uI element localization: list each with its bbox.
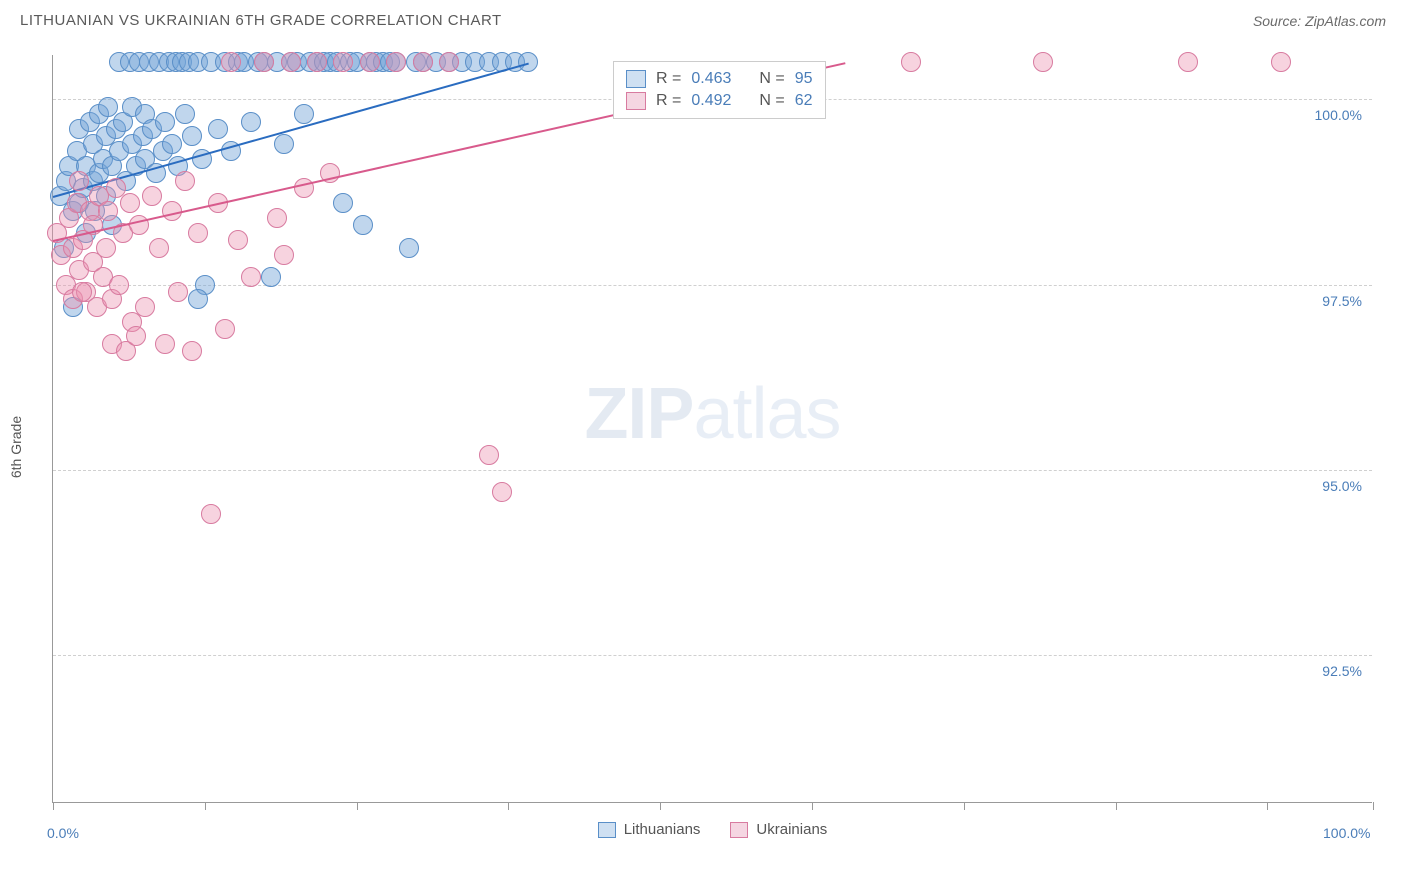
data-point (353, 215, 373, 235)
y-axis-title: 6th Grade (8, 416, 24, 478)
data-point (162, 201, 182, 221)
xtick (1373, 802, 1374, 810)
legend-r-value: 0.492 (691, 92, 731, 110)
data-point (126, 326, 146, 346)
data-point (241, 267, 261, 287)
data-point (175, 104, 195, 124)
legend-swatch (730, 822, 748, 838)
legend-n-value: 95 (795, 70, 813, 88)
legend-r-label: R = (656, 92, 681, 110)
xtick (812, 802, 813, 810)
data-point (142, 186, 162, 206)
data-point (241, 112, 261, 132)
data-point (439, 52, 459, 72)
stats-legend: R = 0.463 N = 95 R = 0.492 N = 62 (613, 61, 826, 119)
data-point (188, 223, 208, 243)
watermark: ZIPatlas (584, 373, 840, 455)
source-label: Source: ZipAtlas.com (1253, 13, 1386, 29)
data-point (155, 112, 175, 132)
data-point (479, 445, 499, 465)
legend-swatch (598, 822, 616, 838)
data-point (261, 267, 281, 287)
xtick (53, 802, 54, 810)
data-point (333, 193, 353, 213)
xtick (357, 802, 358, 810)
data-point (201, 504, 221, 524)
xtick (1267, 802, 1268, 810)
ytick-label: 95.0% (1322, 478, 1362, 494)
ytick-label: 92.5% (1322, 663, 1362, 679)
data-point (149, 238, 169, 258)
data-point (267, 208, 287, 228)
chart-title: LITHUANIAN VS UKRAINIAN 6TH GRADE CORREL… (20, 12, 502, 29)
data-point (333, 52, 353, 72)
legend-n-label: N = (759, 92, 784, 110)
legend-series-label: Lithuanians (624, 821, 701, 838)
data-point (215, 319, 235, 339)
data-point (307, 52, 327, 72)
data-point (274, 245, 294, 265)
data-point (182, 126, 202, 146)
legend-r-value: 0.463 (691, 70, 731, 88)
xtick (1116, 802, 1117, 810)
data-point (228, 230, 248, 250)
data-point (901, 52, 921, 72)
data-point (98, 201, 118, 221)
legend-n-value: 62 (795, 92, 813, 110)
data-point (69, 171, 89, 191)
gridline (53, 470, 1372, 471)
data-point (254, 52, 274, 72)
data-point (162, 134, 182, 154)
data-point (399, 238, 419, 258)
data-point (1033, 52, 1053, 72)
data-point (168, 282, 188, 302)
legend-swatch (626, 92, 646, 110)
data-point (96, 238, 116, 258)
data-point (135, 297, 155, 317)
data-point (386, 52, 406, 72)
xtick (508, 802, 509, 810)
data-point (72, 282, 92, 302)
ytick-label: 97.5% (1322, 293, 1362, 309)
chart-container: 6th Grade ZIPatlas 92.5%95.0%97.5%100.0%… (52, 37, 1390, 857)
xtick (660, 802, 661, 810)
series-legend: Lithuanians Ukrainians (53, 821, 1372, 838)
data-point (492, 482, 512, 502)
ytick-label: 100.0% (1315, 107, 1362, 123)
data-point (221, 52, 241, 72)
data-point (294, 104, 314, 124)
data-point (109, 275, 129, 295)
data-point (1178, 52, 1198, 72)
data-point (175, 171, 195, 191)
plot-area: ZIPatlas 92.5%95.0%97.5%100.0%0.0%100.0%… (52, 55, 1372, 803)
data-point (188, 289, 208, 309)
data-point (274, 134, 294, 154)
xtick (964, 802, 965, 810)
data-point (281, 52, 301, 72)
legend-r-label: R = (656, 70, 681, 88)
gridline (53, 655, 1372, 656)
data-point (518, 52, 538, 72)
data-point (155, 334, 175, 354)
data-point (208, 119, 228, 139)
legend-swatch (626, 70, 646, 88)
data-point (360, 52, 380, 72)
xtick (205, 802, 206, 810)
data-point (1271, 52, 1291, 72)
data-point (182, 341, 202, 361)
data-point (120, 193, 140, 213)
data-point (413, 52, 433, 72)
legend-n-label: N = (759, 70, 784, 88)
legend-series-label: Ukrainians (756, 821, 827, 838)
